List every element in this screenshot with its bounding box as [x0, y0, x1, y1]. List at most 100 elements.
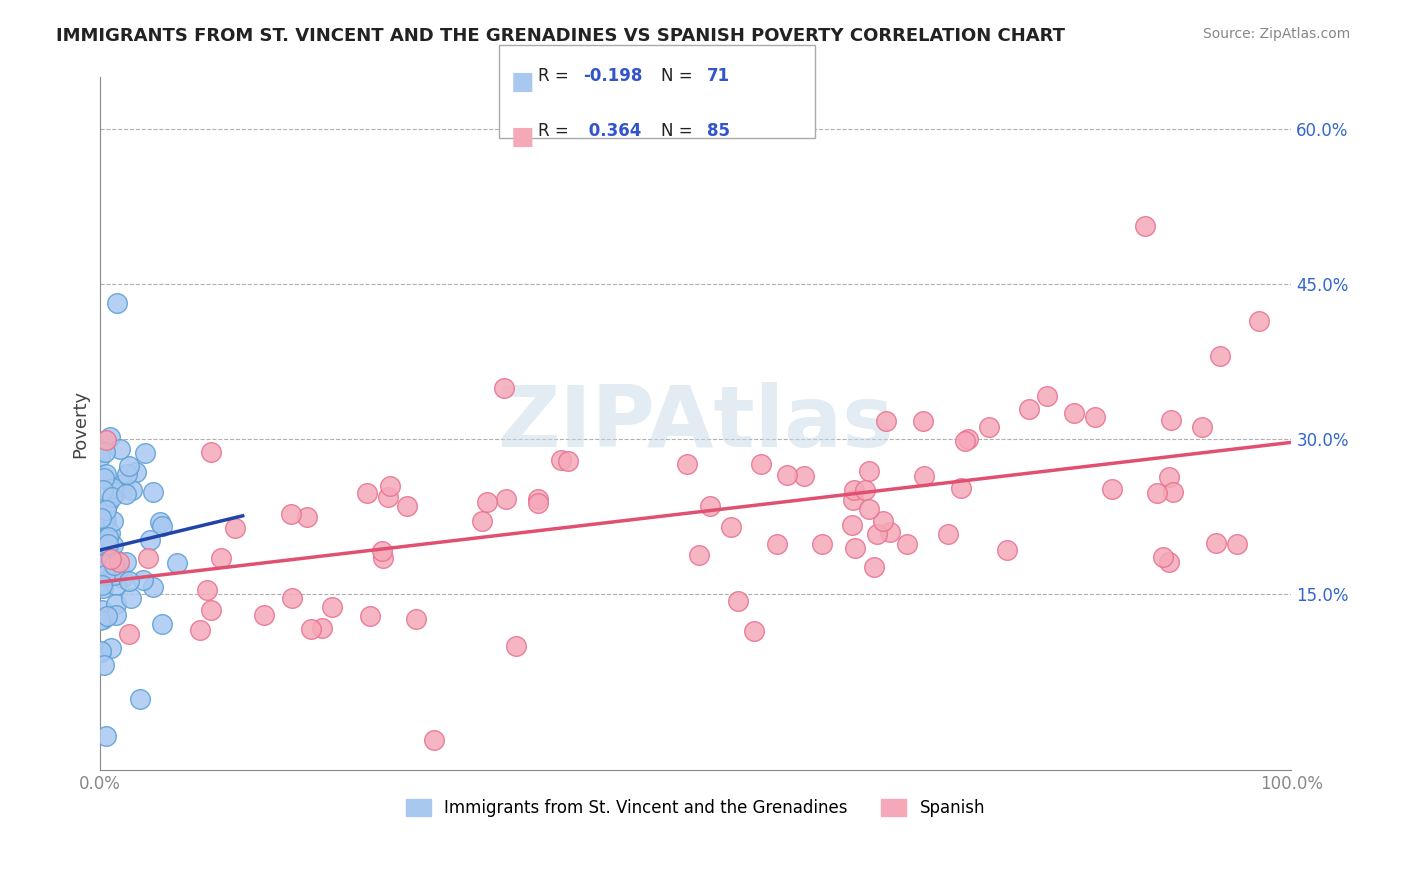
Point — [89, 554, 111, 568]
Point — [321, 599, 343, 614]
Point — [134, 446, 156, 460]
Point — [91, 483, 114, 497]
Point — [912, 414, 935, 428]
Point — [105, 552, 128, 566]
Point — [115, 487, 138, 501]
Text: R =: R = — [538, 122, 575, 140]
Point — [94, 568, 117, 582]
Point — [742, 624, 765, 639]
Point — [105, 296, 128, 310]
Point — [527, 491, 550, 506]
Point — [149, 515, 172, 529]
Point — [405, 612, 427, 626]
Point — [359, 609, 381, 624]
Point — [142, 580, 165, 594]
Point — [101, 538, 124, 552]
Point — [841, 518, 863, 533]
Point — [94, 513, 117, 527]
Point — [477, 495, 499, 509]
Point — [1160, 413, 1182, 427]
Point — [1209, 349, 1232, 363]
Point — [1161, 485, 1184, 500]
Point — [844, 541, 866, 555]
Point — [675, 458, 697, 472]
Point — [93, 657, 115, 672]
Point — [91, 582, 114, 596]
Point — [1018, 402, 1040, 417]
Point — [557, 454, 579, 468]
Point — [96, 609, 118, 624]
Point — [91, 558, 114, 573]
Point — [858, 502, 880, 516]
Point — [863, 560, 886, 574]
Point — [124, 466, 146, 480]
Point — [150, 519, 173, 533]
Point — [94, 467, 117, 481]
Point — [100, 552, 122, 566]
Point — [842, 492, 865, 507]
Point — [91, 578, 114, 592]
Point — [94, 502, 117, 516]
Point — [371, 544, 394, 558]
Point — [1036, 389, 1059, 403]
Point — [129, 692, 152, 706]
Point — [94, 445, 117, 459]
Point — [720, 520, 742, 534]
Point — [94, 433, 117, 447]
Point — [505, 639, 527, 653]
Point — [93, 471, 115, 485]
Point — [91, 612, 114, 626]
Point — [91, 541, 114, 556]
Point — [90, 645, 112, 659]
Point — [111, 571, 134, 585]
Text: -0.198: -0.198 — [583, 67, 643, 85]
Point — [896, 537, 918, 551]
Point — [872, 515, 894, 529]
Point — [97, 542, 120, 557]
Point — [98, 430, 121, 444]
Point — [956, 432, 979, 446]
Text: 85: 85 — [707, 122, 730, 140]
Text: ZIPAtlas: ZIPAtlas — [498, 382, 894, 466]
Point — [299, 622, 322, 636]
Point — [377, 490, 399, 504]
Text: R =: R = — [538, 67, 575, 85]
Point — [89, 644, 111, 658]
Point — [96, 730, 118, 744]
Point — [853, 483, 876, 497]
Point — [108, 562, 131, 576]
Point — [953, 434, 976, 448]
Point — [90, 511, 112, 525]
Point — [688, 548, 710, 562]
Point — [727, 594, 749, 608]
Point — [200, 603, 222, 617]
Point — [766, 536, 789, 550]
Point — [89, 614, 111, 628]
Point — [979, 420, 1001, 434]
Point — [1146, 486, 1168, 500]
Point — [380, 479, 402, 493]
Point — [97, 496, 120, 510]
Point — [115, 555, 138, 569]
Point — [195, 583, 218, 598]
Point — [1084, 409, 1107, 424]
Point — [1191, 420, 1213, 434]
Point — [1101, 482, 1123, 496]
Point — [91, 603, 114, 617]
Point — [98, 525, 121, 540]
Point — [550, 453, 572, 467]
Point — [879, 524, 901, 539]
Point — [995, 543, 1018, 558]
Point — [209, 551, 232, 566]
Point — [471, 514, 494, 528]
Point — [90, 551, 112, 566]
Point — [527, 496, 550, 510]
Point — [101, 514, 124, 528]
Point — [139, 533, 162, 547]
Point — [91, 551, 114, 566]
Point — [117, 574, 139, 588]
Point — [492, 381, 515, 395]
Point — [1157, 470, 1180, 484]
Point — [103, 558, 125, 572]
Point — [150, 616, 173, 631]
